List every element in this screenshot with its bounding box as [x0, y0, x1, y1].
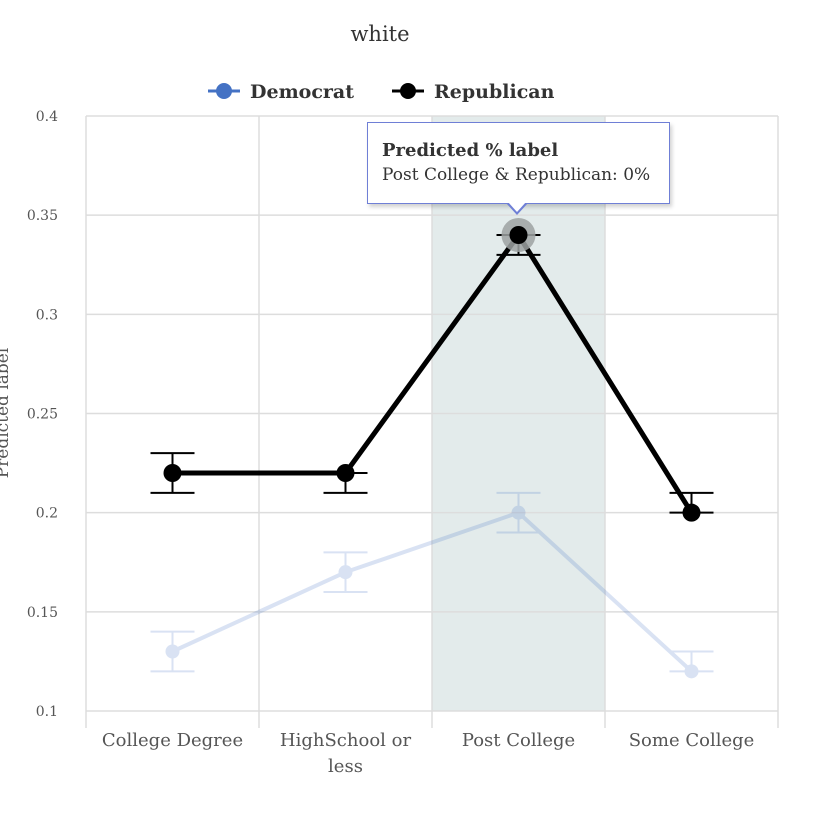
data-point [509, 226, 528, 244]
series-line [171, 510, 693, 673]
tooltip-body: Post College & Republican: 0% [382, 165, 651, 185]
legend-label: Republican [434, 81, 555, 103]
series-democrat [150, 491, 714, 679]
data-point [682, 503, 701, 522]
x-tick-label: HighSchool or [280, 730, 412, 751]
y-tick-label: 0.3 [36, 307, 58, 323]
data-point [338, 565, 353, 580]
tooltip-title: Predicted % label [382, 140, 559, 161]
y-tick-label: 0.4 [36, 109, 58, 125]
y-axis-label: Predicted label [0, 348, 13, 479]
legend-label: Democrat [250, 81, 354, 103]
y-tick-label: 0.2 [36, 506, 58, 522]
y-tick-label: 0.35 [27, 208, 58, 224]
x-tick-label: Post College [462, 730, 575, 751]
y-tick-label: 0.15 [27, 605, 58, 621]
series-republican [150, 218, 714, 522]
x-tick-label: College Degree [102, 730, 243, 751]
y-tick-label: 0.1 [36, 704, 58, 720]
chart-title: white [350, 22, 409, 46]
tooltip-arrow-inner [508, 202, 526, 212]
tooltip: Predicted % label Post College & Republi… [367, 122, 670, 215]
x-tick-label: Some College [629, 730, 755, 751]
data-point [336, 464, 355, 482]
data-point [165, 644, 180, 659]
data-point [511, 505, 526, 520]
y-tick-label: 0.25 [27, 407, 58, 423]
series-line [172, 232, 694, 514]
data-point [163, 464, 182, 482]
legend[interactable]: Democrat Republican [208, 81, 555, 103]
data-point [684, 664, 699, 679]
x-tick-label: less [328, 756, 363, 777]
legend-marker [400, 83, 416, 99]
legend-marker [216, 83, 232, 99]
